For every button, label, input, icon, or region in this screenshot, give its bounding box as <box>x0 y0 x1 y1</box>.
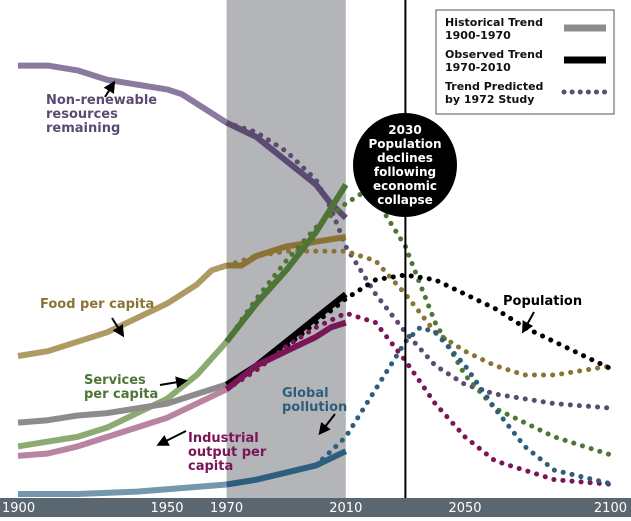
industrial-label-line: capita <box>188 459 233 474</box>
callout: 2030 Population declines following economic c… <box>353 113 457 217</box>
population-predicted-line <box>224 272 617 387</box>
services-historical-line <box>17 339 229 450</box>
services-label-line: Services <box>84 373 146 388</box>
callout-line: collapse <box>377 193 433 207</box>
callout-line: Population <box>368 137 441 151</box>
pollution-label-line: pollution <box>282 400 347 415</box>
resources-label-line: resources <box>46 107 118 122</box>
legend-item-label-line: by 1972 Study <box>445 93 534 106</box>
legend-item-label-line: Trend Predicted <box>445 80 543 93</box>
pollution-label-line: Global <box>282 386 329 401</box>
callout-text: 2030 Population declines following economic c… <box>368 123 441 207</box>
x-tick-label: 2010 <box>329 501 362 516</box>
x-axis-bar <box>0 498 631 517</box>
callout-line: economic <box>373 179 437 193</box>
x-tick-label: 1950 <box>150 501 183 516</box>
x-tick-label: 1900 <box>2 501 35 516</box>
series-lines <box>17 62 617 497</box>
pollution-historical-line <box>18 481 227 497</box>
series-labels: Non-renewable resources remaining Food per … <box>40 80 582 474</box>
industrial-label-line: Industrial <box>188 431 259 446</box>
industrial-observed-line <box>224 319 347 392</box>
resources-label-line: remaining <box>46 121 120 136</box>
industrial-label-line: output per <box>188 445 267 460</box>
population-label: Population <box>503 294 582 309</box>
food-label-arrow <box>111 317 125 338</box>
industrial-label-arrow <box>156 430 187 446</box>
industrial-label: Industrial output per capita <box>188 431 267 474</box>
services-label-line: per capita <box>84 387 158 402</box>
pollution-observed-line <box>226 448 348 488</box>
resources-predicted-line <box>224 120 617 411</box>
callout-line: 2030 <box>388 123 421 137</box>
legend-item-label: Trend Predicted by 1972 Study <box>445 80 543 106</box>
resources-label-arrow <box>103 80 116 98</box>
resources-label: Non-renewable resources remaining <box>46 93 157 136</box>
legend-item-label-line: 1900-1970 <box>445 29 511 42</box>
callout-circle <box>353 113 457 217</box>
food-label: Food per capita <box>40 297 154 312</box>
legend-item-label: Observed Trend 1970-2010 <box>445 48 543 74</box>
services-label-arrow <box>159 376 188 389</box>
x-tick-label: 2050 <box>448 501 481 516</box>
food-observed-line <box>226 234 347 269</box>
population-historical-line <box>17 381 228 426</box>
services-observed-line <box>224 183 349 344</box>
legend-item-label-line: 1970-2010 <box>445 61 511 74</box>
population-label-line: Population <box>503 294 582 309</box>
legend-item-label-line: Observed Trend <box>445 48 543 61</box>
callout-line: following <box>374 165 436 179</box>
x-axis-ticks: 1900 1950 1970 2010 2050 2100 <box>2 501 627 516</box>
legend-item-label-line: Historical Trend <box>445 16 543 29</box>
x-tick-label: 1970 <box>210 501 243 516</box>
food-historical-line <box>17 262 228 359</box>
callout-line: declines <box>377 151 433 165</box>
services-label: Services per capita <box>84 373 158 402</box>
population-label-arrow <box>522 311 535 334</box>
legend-item-label: Historical Trend 1900-1970 <box>445 16 543 42</box>
pollution-label-arrow <box>318 413 336 436</box>
pollution-label: Global pollution <box>282 386 347 415</box>
food-label-line: Food per capita <box>40 297 154 312</box>
resources-label-line: Non-renewable <box>46 93 157 108</box>
x-tick-label: 2100 <box>594 501 627 516</box>
industrial-historical-line <box>17 386 228 459</box>
pollution-predicted-line <box>313 324 617 487</box>
resources-historical-line <box>18 62 229 126</box>
